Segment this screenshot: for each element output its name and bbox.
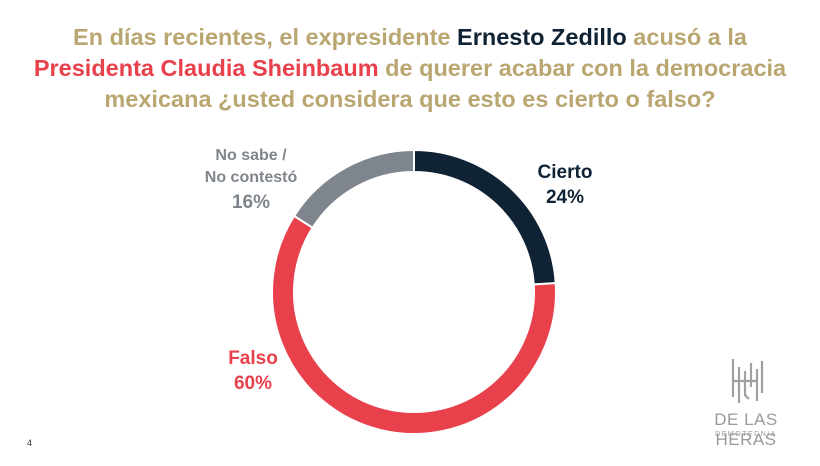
label-falso-value: 60%: [233, 373, 273, 394]
chart-title: En días recientes, el expresidente Ernes…: [20, 22, 800, 115]
title-part-5: de querer acabar con la democracia mexic…: [104, 55, 787, 112]
page-number: 4: [27, 438, 33, 448]
label-cierto-name: Cierto: [537, 162, 593, 183]
title-part-4: Presidenta Claudia Sheinbaum: [33, 55, 379, 81]
label-no-sabe-value: 16%: [231, 192, 271, 213]
label-no-sabe: No sabe / No contestó 16%: [186, 145, 316, 217]
label-no-sabe-line2: No contestó: [204, 169, 298, 186]
label-no-sabe-line1: No sabe /: [215, 147, 287, 164]
title-part-1: En días recientes, el expresidente: [73, 24, 458, 50]
company-logo: DE LAS HERAS DEMOTECNIA: [684, 357, 814, 449]
donut-slice-falso: [271, 214, 557, 435]
title-part-3: acusó a la: [626, 24, 747, 50]
donut-slice-no-sabe-no-contest: [292, 148, 415, 230]
label-falso-name: Falso: [228, 348, 278, 369]
logo-subtext: DEMOTECNIA: [715, 431, 777, 438]
donut-slices: [271, 148, 557, 435]
title-part-2: Ernesto Zedillo: [457, 24, 627, 50]
label-cierto: Cierto 24%: [520, 160, 610, 210]
logo-mark-icon: [731, 359, 764, 403]
label-cierto-value: 24%: [545, 187, 585, 208]
label-falso: Falso 60%: [208, 346, 298, 396]
logo-text: DE LAS HERAS: [714, 410, 778, 449]
